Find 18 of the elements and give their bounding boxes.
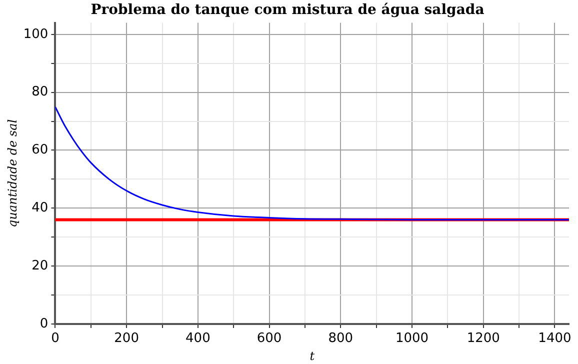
y-tick-label: 100 bbox=[23, 26, 48, 42]
y-tick-label: 80 bbox=[32, 84, 48, 100]
x-tick-label: 1200 bbox=[466, 331, 500, 346]
x-tick-label: 600 bbox=[256, 331, 282, 346]
x-tick-label: 800 bbox=[328, 331, 354, 346]
chart-title: Problema do tanque com mistura de água salgada bbox=[90, 2, 484, 18]
x-tick-label: 1400 bbox=[538, 331, 572, 346]
x-tick-label: 1000 bbox=[395, 331, 429, 346]
x-tick-label: 200 bbox=[114, 331, 139, 346]
y-tick-label: 40 bbox=[32, 200, 48, 216]
x-tick-label: 0 bbox=[51, 331, 60, 346]
line-series bbox=[55, 106, 569, 220]
y-tick-label: 20 bbox=[32, 258, 48, 274]
x-tick-label: 400 bbox=[186, 331, 210, 346]
x-axis-title: t bbox=[310, 348, 315, 363]
y-axis-title: quantidade de sal bbox=[5, 119, 20, 228]
y-tick-label: 60 bbox=[32, 142, 48, 158]
y-tick-label: 0 bbox=[40, 316, 48, 332]
